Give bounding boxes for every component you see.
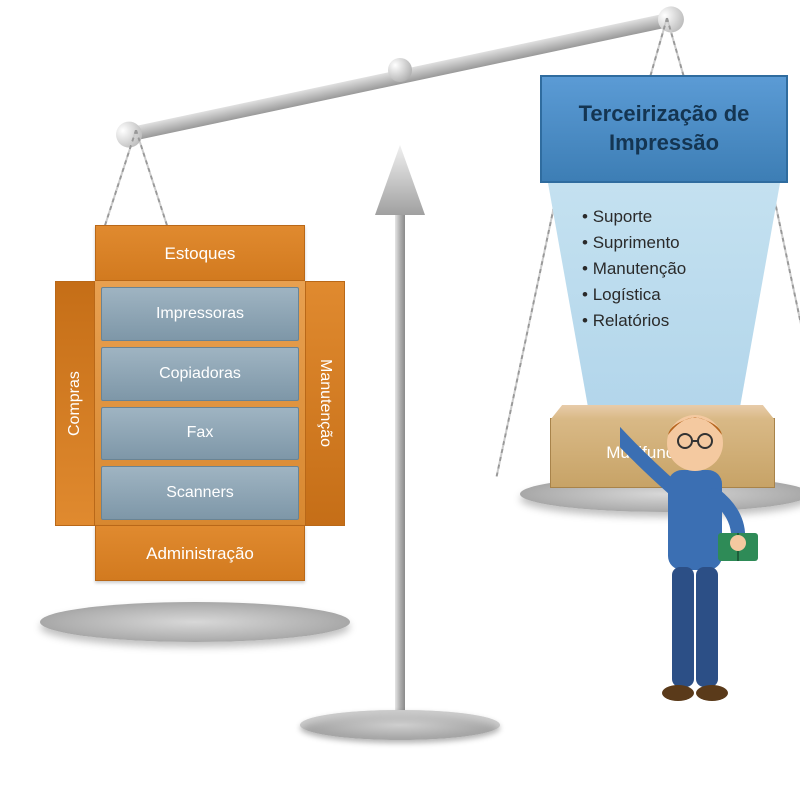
benefit-logistica: Logística — [582, 285, 760, 305]
balance-scale-diagram: Estoques Compras Impressoras Copiadoras … — [0, 0, 800, 800]
benefit-relatorios: Relatórios — [582, 311, 760, 331]
left-top-label: Estoques — [95, 225, 305, 281]
scale-pole — [395, 195, 405, 725]
left-block-assembly: Estoques Compras Impressoras Copiadoras … — [55, 225, 345, 581]
inner-item-copiadoras: Copiadoras — [101, 347, 299, 401]
right-header-box: Terceirização de Impressão — [540, 75, 788, 183]
left-mid-row: Compras Impressoras Copiadoras Fax Scann… — [55, 281, 345, 526]
presenter-figure — [620, 395, 770, 725]
scale-base — [300, 710, 500, 740]
benefit-manutencao: Manutenção — [582, 259, 760, 279]
left-side-compras: Compras — [55, 281, 95, 526]
left-side-manutencao: Manutenção — [305, 281, 345, 526]
left-bottom-label: Administração — [95, 525, 305, 581]
inner-item-impressoras: Impressoras — [101, 287, 299, 341]
scale-pan-left — [40, 602, 350, 642]
inner-item-scanners: Scanners — [101, 466, 299, 520]
benefit-suprimento: Suprimento — [582, 233, 760, 253]
benefit-suporte: Suporte — [582, 207, 760, 227]
scale-pivot — [388, 58, 412, 82]
inner-item-fax: Fax — [101, 407, 299, 461]
left-inner-stack: Impressoras Copiadoras Fax Scanners — [95, 281, 305, 526]
